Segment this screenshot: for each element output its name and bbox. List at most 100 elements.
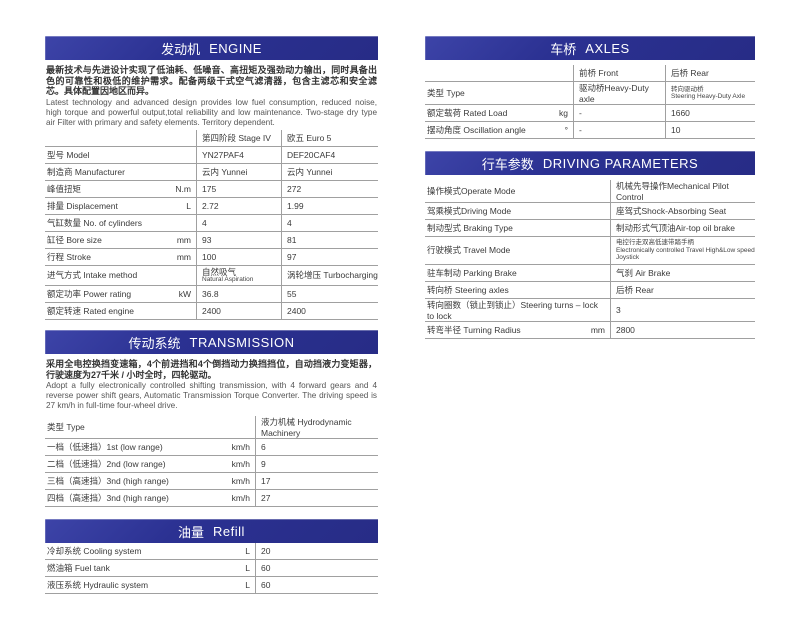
row-value: 20 bbox=[255, 543, 378, 559]
left-column: 发动机 ENGINE 最新技术与先进设计实现了低油耗、低噪音、高扭矩及强劲动力输… bbox=[45, 36, 378, 594]
row-value-stage4: 93 bbox=[196, 231, 281, 248]
driving-title-en: DRIVING PARAMETERS bbox=[542, 155, 699, 171]
row-value-euro5: 272 bbox=[281, 180, 378, 197]
row-label: 燃油箱 Fuel tank bbox=[47, 563, 110, 573]
row-value-euro5: 涡轮增压 Turbocharging bbox=[281, 265, 378, 285]
axles-title-en: AXLES bbox=[585, 40, 630, 56]
row-label: 行程 Stroke bbox=[47, 251, 91, 262]
axles-col-rear: 后桥 Rear bbox=[665, 65, 755, 81]
refill-table: 冷却系统 Cooling system L 20 燃油箱 Fuel tank L 6… bbox=[45, 543, 378, 594]
row-label: 气缸数量 No. of cylinders bbox=[47, 217, 142, 228]
table-row: 额定转速 Rated engine 2400 2400 bbox=[45, 303, 378, 320]
row-value: 9 bbox=[255, 456, 378, 472]
row-value-stage4: YN27PAF4 bbox=[196, 146, 281, 163]
row-unit: mm bbox=[590, 324, 605, 335]
row-label: 型号 Model bbox=[47, 149, 90, 160]
section-header-engine: 发动机 ENGINE bbox=[45, 36, 378, 60]
transmission-description-en: Adopt a fully electronically controlled … bbox=[46, 381, 377, 410]
row-label: 三档（高速挡）3nd (high range) bbox=[47, 476, 169, 486]
row-value: 气刹 Air Brake bbox=[610, 264, 755, 281]
row-value: 17 bbox=[255, 473, 378, 489]
table-row: 转向圈数（锁止到锁止）Steering turns – lock to lock… bbox=[425, 298, 755, 322]
row-value-euro5: DEF20CAF4 bbox=[281, 146, 378, 163]
table-row: 峰值扭矩 N.m 175 272 bbox=[45, 180, 378, 198]
table-row: 燃油箱 Fuel tank L 60 bbox=[45, 560, 378, 577]
table-row: 二档（低速挡）2nd (low range) km/h 9 bbox=[45, 456, 378, 473]
transmission-description-zh: 采用全电控换挡变速箱，4个前进挡和4个倒挡动力换挡挡位，自动挡液力变矩器，行驶速… bbox=[46, 359, 377, 380]
axles-table-header-row: 前桥 Front 后桥 Rear bbox=[425, 65, 755, 82]
table-row: 转向桥 Steering axles 后桥 Rear bbox=[425, 281, 755, 299]
row-value-euro5: 4 bbox=[281, 214, 378, 231]
row-label: 液压系统 Hydraulic system bbox=[47, 580, 149, 590]
table-row: 操作模式Operate Mode 机械先导操作Mechanical Pilot … bbox=[425, 180, 755, 203]
table-row: 转弯半径 Turning Radius mm 2800 bbox=[425, 321, 755, 339]
engine-col-stage4: 第四阶段 Stage IV bbox=[196, 129, 281, 146]
engine-description-zh: 最新技术与先进设计实现了低油耗、低噪音、高扭矩及强劲动力输出，同时具备出色的可靠… bbox=[46, 65, 377, 96]
travel-mode-en: Electronically controlled Travel High&Lo… bbox=[616, 246, 755, 262]
row-unit: km/h bbox=[231, 493, 250, 503]
row-value: 后桥 Rear bbox=[610, 281, 755, 298]
refill-title-en: Refill bbox=[213, 523, 245, 539]
table-row: 型号 Model YN27PAF4 DEF20CAF4 bbox=[45, 146, 378, 164]
row-unit: L bbox=[245, 546, 250, 556]
table-row: 额定载荷 Rated Load kg - 1660 bbox=[425, 105, 755, 122]
row-value: 制动形式气顶油Air-top oil brake bbox=[610, 220, 755, 236]
row-value-euro5: 55 bbox=[281, 286, 378, 302]
table-row: 液压系统 Hydraulic system L 60 bbox=[45, 577, 378, 594]
row-label: 额定载荷 Rated Load bbox=[427, 108, 508, 118]
row-value-euro5: 81 bbox=[281, 231, 378, 248]
section-header-driving-parameters: 行车参数 DRIVING PARAMETERS bbox=[425, 151, 755, 175]
row-label: 峰值扭矩 bbox=[47, 183, 82, 194]
table-row: 排量 Displacement L 2.72 1.99 bbox=[45, 197, 378, 215]
row-value-stage4: 4 bbox=[196, 214, 281, 231]
table-row: 三档（高速挡）3nd (high range) km/h 17 bbox=[45, 473, 378, 490]
table-row: 气缸数量 No. of cylinders 4 4 bbox=[45, 214, 378, 232]
row-label: 一档（低速挡）1st (low range) bbox=[47, 442, 163, 452]
row-value-euro5: 云内 Yunnei bbox=[281, 163, 378, 180]
row-value: 机械先导操作Mechanical Pilot Control bbox=[610, 180, 755, 202]
row-label: 缸径 Bore size bbox=[47, 234, 102, 245]
row-unit: N.m bbox=[175, 183, 191, 194]
row-label: 转向桥 Steering axles bbox=[427, 284, 509, 295]
row-value-stage4: 2400 bbox=[196, 303, 281, 319]
row-unit: km/h bbox=[231, 459, 250, 469]
row-label: 制造商 Manufacturer bbox=[47, 166, 125, 177]
row-value-front: - bbox=[573, 105, 665, 121]
row-unit: kg bbox=[559, 108, 568, 118]
axle-type-rear-zh: 转向驱动桥 bbox=[671, 85, 704, 93]
row-value: 27 bbox=[255, 490, 378, 506]
table-row: 缸径 Bore size mm 93 81 bbox=[45, 231, 378, 249]
section-header-axles: 车桥 AXLES bbox=[425, 36, 755, 60]
axle-type-rear-en: Steering Heavy-Duty Axle bbox=[671, 93, 746, 100]
intake-value-en: Natural Aspiration bbox=[202, 275, 254, 283]
row-value-stage4: 36.8 bbox=[196, 286, 281, 302]
transmission-title-zh: 传动系统 bbox=[128, 335, 181, 351]
row-unit: kW bbox=[178, 289, 191, 299]
row-value: 60 bbox=[255, 577, 378, 593]
row-label: 制动型式 Braking Type bbox=[427, 223, 513, 233]
row-value-euro5: 1.99 bbox=[281, 197, 378, 214]
row-label: 二档（低速挡）2nd (low range) bbox=[47, 459, 166, 469]
type-header: 类型 Type bbox=[47, 422, 85, 432]
row-value-euro5: 2400 bbox=[281, 303, 378, 319]
row-value-rear: 10 bbox=[665, 122, 755, 138]
row-unit: ° bbox=[564, 125, 568, 135]
row-value-stage4: 云内 Yunnei bbox=[196, 163, 281, 180]
table-row-axle-type: 类型 Type 驱动桥Heavy-Duty axle 转向驱动桥 Steerin… bbox=[425, 82, 755, 105]
row-label: 摆动角度 Oscillation angle bbox=[427, 125, 526, 135]
row-label: 冷却系统 Cooling system bbox=[47, 546, 142, 556]
driving-title-zh: 行车参数 bbox=[481, 156, 534, 172]
transmission-table: 类型 Type 液力机械 Hydrodynamic Machinery 一档（低… bbox=[45, 416, 378, 507]
row-label: 驻车制动 Parking Brake bbox=[427, 267, 517, 278]
row-unit: km/h bbox=[231, 442, 250, 452]
row-label: 额定功率 Power rating bbox=[47, 289, 132, 299]
engine-title-zh: 发动机 bbox=[161, 41, 201, 57]
engine-description-en: Latest technology and advanced design pr… bbox=[46, 97, 377, 127]
axles-table: 前桥 Front 后桥 Rear 类型 Type 驱动桥Heavy-Duty a… bbox=[425, 65, 755, 139]
section-header-transmission: 传动系统 TRANSMISSION bbox=[45, 330, 378, 354]
row-label: 转向圈数（锁止到锁止）Steering turns – lock to lock bbox=[427, 299, 598, 321]
row-label: 操作模式Operate Mode bbox=[427, 186, 516, 196]
row-label: 行驶模式 Travel Mode bbox=[427, 245, 511, 256]
table-row: 驾乘模式Driving Mode 座驾式Shock-Absorbing Seat bbox=[425, 203, 755, 220]
